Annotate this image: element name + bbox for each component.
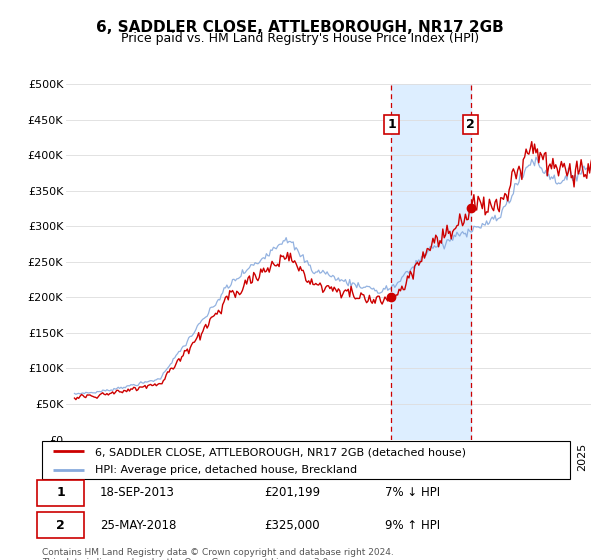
FancyBboxPatch shape (42, 441, 570, 479)
FancyBboxPatch shape (37, 512, 84, 538)
Text: 2: 2 (56, 519, 65, 531)
Text: 2: 2 (466, 118, 475, 131)
Text: 7% ↓ HPI: 7% ↓ HPI (385, 487, 440, 500)
Text: Price paid vs. HM Land Registry's House Price Index (HPI): Price paid vs. HM Land Registry's House … (121, 32, 479, 45)
Text: Contains HM Land Registry data © Crown copyright and database right 2024.
This d: Contains HM Land Registry data © Crown c… (42, 548, 394, 560)
Text: 18-SEP-2013: 18-SEP-2013 (100, 487, 175, 500)
Text: £201,199: £201,199 (264, 487, 320, 500)
FancyBboxPatch shape (37, 480, 84, 506)
Text: HPI: Average price, detached house, Breckland: HPI: Average price, detached house, Brec… (95, 465, 357, 475)
Text: 1: 1 (56, 487, 65, 500)
Text: 6, SADDLER CLOSE, ATTLEBOROUGH, NR17 2GB (detached house): 6, SADDLER CLOSE, ATTLEBOROUGH, NR17 2GB… (95, 447, 466, 457)
Text: 9% ↑ HPI: 9% ↑ HPI (385, 519, 440, 531)
Text: 25-MAY-2018: 25-MAY-2018 (100, 519, 176, 531)
Text: £325,000: £325,000 (264, 519, 319, 531)
Text: 1: 1 (387, 118, 396, 131)
Bar (391, 84, 470, 440)
Text: 6, SADDLER CLOSE, ATTLEBOROUGH, NR17 2GB: 6, SADDLER CLOSE, ATTLEBOROUGH, NR17 2GB (96, 20, 504, 35)
